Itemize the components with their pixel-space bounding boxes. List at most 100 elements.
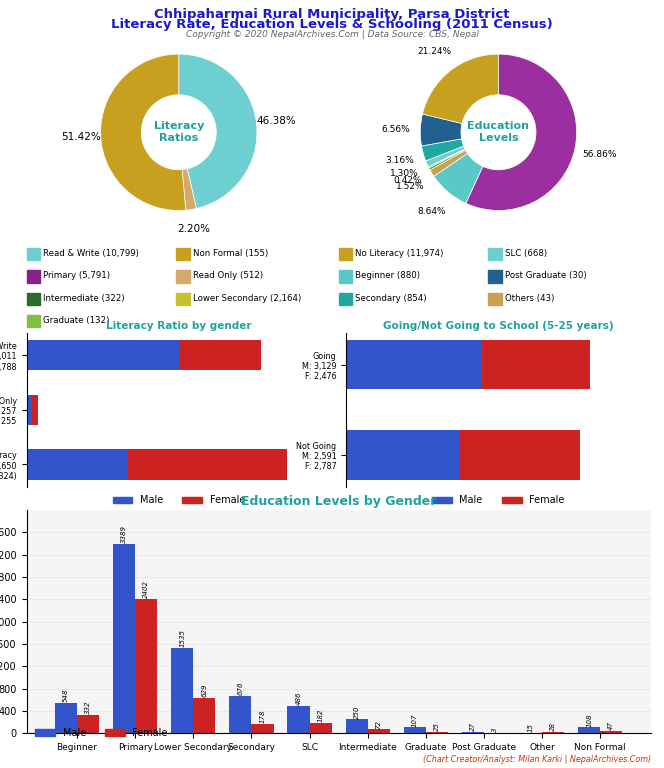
Text: 47: 47 bbox=[608, 721, 614, 730]
Text: 0.29%: 0.29% bbox=[0, 767, 1, 768]
Text: Post Graduate (30): Post Graduate (30) bbox=[505, 271, 586, 280]
Text: 548: 548 bbox=[63, 688, 69, 702]
Text: Others (43): Others (43) bbox=[505, 293, 554, 303]
Text: 21.24%: 21.24% bbox=[418, 47, 452, 56]
Text: Intermediate (322): Intermediate (322) bbox=[42, 293, 124, 303]
Wedge shape bbox=[101, 54, 186, 210]
Bar bbox=[489, 270, 502, 283]
Bar bbox=[27, 315, 41, 327]
Text: 0.42%: 0.42% bbox=[393, 176, 422, 185]
Bar bbox=[229, 696, 252, 733]
Text: 178: 178 bbox=[260, 709, 266, 723]
Bar bbox=[288, 707, 309, 733]
Legend: Male, Female: Male, Female bbox=[109, 492, 249, 509]
Text: Graduate (132): Graduate (132) bbox=[42, 316, 109, 325]
Bar bbox=[27, 248, 41, 260]
Wedge shape bbox=[434, 154, 483, 204]
Text: (Chart Creator/Analyst: Milan Karki | NepalArchives.Com): (Chart Creator/Analyst: Milan Karki | Ne… bbox=[422, 755, 651, 764]
Text: 15: 15 bbox=[528, 723, 534, 732]
Wedge shape bbox=[422, 54, 499, 124]
Text: Beginner (880): Beginner (880) bbox=[355, 271, 420, 280]
Wedge shape bbox=[179, 54, 257, 208]
Bar bbox=[426, 732, 448, 733]
Wedge shape bbox=[422, 139, 463, 161]
Text: 1.52%: 1.52% bbox=[396, 182, 425, 190]
Title: Education Levels by Gender: Education Levels by Gender bbox=[241, 495, 436, 508]
Text: 3: 3 bbox=[492, 728, 498, 733]
Wedge shape bbox=[182, 169, 197, 210]
Bar bbox=[171, 647, 193, 733]
Bar bbox=[55, 703, 77, 733]
Wedge shape bbox=[420, 114, 462, 146]
Bar bbox=[27, 395, 32, 425]
Bar bbox=[346, 340, 482, 389]
Text: 2402: 2402 bbox=[143, 581, 149, 598]
Text: 3389: 3389 bbox=[121, 525, 127, 543]
Text: Secondary (854): Secondary (854) bbox=[355, 293, 426, 303]
Text: 2.20%: 2.20% bbox=[178, 223, 210, 233]
Title: Going/Not Going to School (5-25 years): Going/Not Going to School (5-25 years) bbox=[383, 321, 614, 331]
Text: Copyright © 2020 NepalArchives.Com | Data Source: CBS, Nepal: Copyright © 2020 NepalArchives.Com | Dat… bbox=[185, 30, 479, 39]
Bar bbox=[368, 730, 390, 733]
Text: 3.16%: 3.16% bbox=[385, 156, 414, 165]
Bar bbox=[600, 731, 622, 733]
Text: Read Only (512): Read Only (512) bbox=[193, 271, 263, 280]
Text: 108: 108 bbox=[586, 713, 592, 727]
Bar bbox=[346, 720, 368, 733]
Text: 6.56%: 6.56% bbox=[381, 124, 410, 134]
Bar bbox=[177, 248, 190, 260]
Text: Non Formal (155): Non Formal (155) bbox=[193, 249, 268, 258]
Text: 676: 676 bbox=[238, 681, 244, 695]
Wedge shape bbox=[426, 146, 465, 167]
Text: Read & Write (10,799): Read & Write (10,799) bbox=[42, 249, 139, 258]
Text: 25: 25 bbox=[434, 722, 440, 731]
Text: 8.64%: 8.64% bbox=[418, 207, 446, 216]
Bar bbox=[32, 395, 38, 425]
Bar bbox=[489, 293, 502, 305]
Text: Lower Secondary (2,164): Lower Secondary (2,164) bbox=[193, 293, 301, 303]
Bar bbox=[462, 732, 484, 733]
Text: 182: 182 bbox=[317, 709, 323, 723]
Wedge shape bbox=[428, 149, 465, 168]
Text: Education
Levels: Education Levels bbox=[467, 121, 529, 143]
Bar bbox=[27, 270, 41, 283]
Bar bbox=[252, 723, 274, 733]
Wedge shape bbox=[466, 54, 576, 210]
Text: 51.42%: 51.42% bbox=[61, 131, 101, 141]
Legend: Male, Female: Male, Female bbox=[31, 724, 172, 742]
Text: 1535: 1535 bbox=[179, 629, 185, 647]
Legend: Male, Female: Male, Female bbox=[428, 492, 568, 509]
Bar bbox=[489, 248, 502, 260]
Text: No Literacy (11,974): No Literacy (11,974) bbox=[355, 249, 444, 258]
Text: 1.30%: 1.30% bbox=[390, 170, 418, 178]
Text: Literacy Rate, Education Levels & Schooling (2011 Census): Literacy Rate, Education Levels & School… bbox=[111, 18, 553, 31]
Bar bbox=[578, 727, 600, 733]
Bar bbox=[339, 270, 353, 283]
Text: 107: 107 bbox=[412, 713, 418, 727]
Text: 629: 629 bbox=[201, 684, 207, 697]
Text: Primary (5,791): Primary (5,791) bbox=[42, 271, 110, 280]
Bar bbox=[404, 727, 426, 733]
Wedge shape bbox=[429, 150, 465, 170]
Text: 56.86%: 56.86% bbox=[582, 150, 617, 159]
Bar bbox=[346, 430, 459, 479]
Bar bbox=[77, 715, 99, 733]
Bar bbox=[135, 599, 157, 733]
Bar bbox=[459, 430, 580, 479]
Bar bbox=[482, 340, 590, 389]
Bar bbox=[542, 732, 564, 733]
Text: 28: 28 bbox=[550, 722, 556, 731]
Text: 27: 27 bbox=[470, 722, 476, 731]
Title: Literacy Ratio by gender: Literacy Ratio by gender bbox=[106, 321, 252, 331]
Bar bbox=[27, 293, 41, 305]
Bar bbox=[179, 340, 262, 370]
Text: 72: 72 bbox=[376, 720, 382, 729]
Bar bbox=[27, 340, 179, 370]
Text: SLC (668): SLC (668) bbox=[505, 249, 546, 258]
Bar bbox=[113, 545, 135, 733]
Bar bbox=[339, 293, 353, 305]
Text: 486: 486 bbox=[295, 692, 301, 706]
Bar bbox=[309, 723, 331, 733]
Bar bbox=[339, 248, 353, 260]
Wedge shape bbox=[430, 151, 467, 176]
